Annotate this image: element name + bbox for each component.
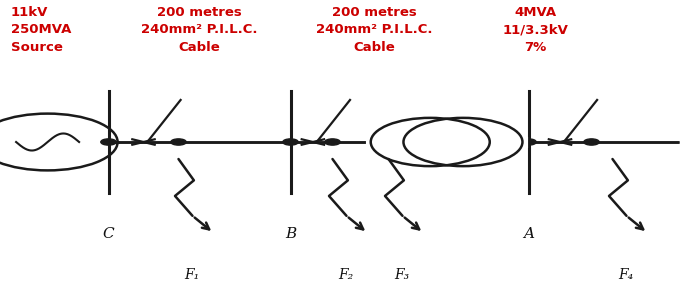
Circle shape — [325, 139, 340, 145]
Text: F₂: F₂ — [338, 268, 354, 282]
Text: F₃: F₃ — [394, 268, 410, 282]
Circle shape — [283, 139, 298, 145]
Text: F₁: F₁ — [184, 268, 199, 282]
Text: C: C — [103, 227, 114, 241]
Circle shape — [423, 139, 438, 145]
Circle shape — [171, 139, 186, 145]
Text: 11kV
250MVA
Source: 11kV 250MVA Source — [10, 6, 71, 54]
Text: 200 metres
240mm² P.I.L.C.
Cable: 200 metres 240mm² P.I.L.C. Cable — [141, 6, 258, 54]
Text: F₄: F₄ — [618, 268, 634, 282]
Text: A: A — [523, 227, 534, 241]
Circle shape — [584, 139, 599, 145]
Circle shape — [101, 139, 116, 145]
Text: B: B — [285, 227, 296, 241]
Circle shape — [521, 139, 536, 145]
Text: 200 metres
240mm² P.I.L.C.
Cable: 200 metres 240mm² P.I.L.C. Cable — [316, 6, 433, 54]
Text: 4MVA
11/3.3kV
7%: 4MVA 11/3.3kV 7% — [503, 6, 568, 54]
